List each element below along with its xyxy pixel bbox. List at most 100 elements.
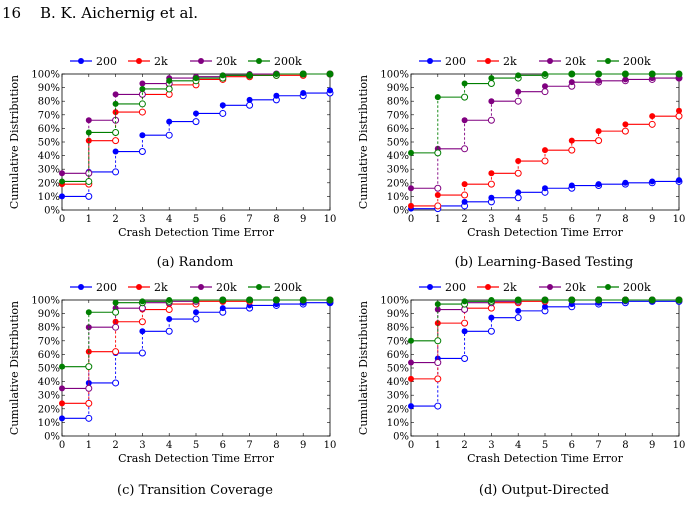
page-header: 16 B. K. Aichernig et al. bbox=[0, 0, 689, 40]
y-tick-label: 70% bbox=[38, 336, 60, 347]
y-tick-label: 60% bbox=[38, 350, 60, 361]
data-point bbox=[59, 385, 65, 392]
x-tick-label: 8 bbox=[273, 214, 279, 225]
legend-marker-200 bbox=[427, 58, 433, 64]
data-point bbox=[300, 297, 307, 303]
running-authors: B. K. Aichernig et al. bbox=[40, 4, 199, 22]
series-200 bbox=[408, 297, 683, 410]
y-tick-label: 70% bbox=[387, 336, 409, 347]
open-point bbox=[192, 315, 200, 323]
x-tick-label: 10 bbox=[324, 440, 337, 451]
open-point bbox=[246, 101, 254, 109]
y-tick-label: 60% bbox=[38, 124, 60, 135]
data-point bbox=[488, 98, 495, 105]
y-tick-label: 80% bbox=[387, 97, 409, 108]
data-point bbox=[166, 297, 173, 303]
open-point bbox=[487, 116, 495, 124]
legend-marker-20k bbox=[547, 284, 553, 290]
x-tick-label: 3 bbox=[488, 440, 494, 451]
legend-marker-2k bbox=[485, 284, 491, 290]
data-point bbox=[461, 117, 468, 124]
open-point bbox=[138, 108, 146, 116]
open-point bbox=[675, 112, 683, 120]
series-20k bbox=[408, 74, 683, 192]
data-point bbox=[139, 85, 146, 92]
chart-random: 0% 10% 20% 30% 40% 50% 60% 70% 80% 90% 100% 0 1 2 3 4 5 6… bbox=[8, 55, 336, 239]
data-point bbox=[193, 297, 199, 303]
data-point bbox=[488, 297, 495, 303]
x-tick-label: 5 bbox=[193, 214, 199, 225]
open-point bbox=[112, 348, 120, 356]
data-point bbox=[595, 77, 602, 84]
caption-learning-based-testing: (b) Learning-Based Testing bbox=[454, 255, 634, 270]
open-point bbox=[461, 145, 469, 153]
y-tick-label: 20% bbox=[387, 178, 409, 189]
open-point bbox=[514, 97, 522, 105]
open-point bbox=[138, 349, 146, 357]
open-point bbox=[648, 120, 656, 128]
x-tick-label: 1 bbox=[435, 440, 441, 451]
open-point bbox=[165, 306, 173, 314]
y-tick-label: 80% bbox=[38, 97, 60, 108]
data-point bbox=[246, 96, 253, 103]
open-point bbox=[541, 157, 549, 165]
data-point bbox=[488, 170, 495, 177]
x-tick-label: 3 bbox=[139, 440, 145, 451]
data-point bbox=[139, 328, 146, 335]
open-point bbox=[112, 168, 120, 176]
data-point bbox=[461, 298, 468, 305]
x-tick-label: 10 bbox=[673, 440, 686, 451]
chart-learning-based-testing: 0% 10% 20% 30% 40% 50% 60% 70% 80% 90% 100% 0 1 2 3 4 5 6… bbox=[357, 55, 685, 239]
chart-transition-coverage: 0% 10% 20% 30% 40% 50% 60% 70% 80% 90% 100% 0 1 2 3 4 5 6… bbox=[8, 281, 337, 465]
data-point bbox=[595, 128, 602, 135]
x-axis-label: Crash Detection Time Error bbox=[118, 226, 274, 239]
x-tick-label: 2 bbox=[461, 440, 467, 451]
legend-label-200k: 200k bbox=[274, 55, 302, 68]
y-tick-label: 0% bbox=[393, 432, 409, 443]
data-point bbox=[461, 198, 468, 205]
legend-label-200: 200 bbox=[96, 55, 117, 68]
data-point bbox=[300, 71, 307, 77]
x-tick-label: 0 bbox=[408, 214, 414, 225]
x-tick-label: 4 bbox=[166, 440, 172, 451]
data-point bbox=[59, 193, 65, 200]
x-tick-label: 4 bbox=[515, 440, 521, 451]
open-point bbox=[487, 327, 495, 335]
open-point bbox=[112, 128, 120, 136]
data-point bbox=[112, 100, 119, 107]
open-point bbox=[434, 375, 442, 383]
open-point bbox=[461, 354, 469, 362]
legend-marker-200k bbox=[605, 58, 611, 64]
y-tick-label: 30% bbox=[387, 391, 409, 402]
data-point bbox=[112, 299, 119, 306]
data-point bbox=[568, 71, 575, 77]
legend-marker-200 bbox=[78, 58, 84, 64]
data-point bbox=[568, 137, 575, 144]
x-tick-label: 2 bbox=[461, 214, 467, 225]
data-point bbox=[273, 92, 280, 99]
y-tick-label: 10% bbox=[38, 418, 60, 429]
data-point bbox=[193, 110, 199, 117]
data-point bbox=[515, 189, 522, 196]
legend-marker-2k bbox=[485, 58, 491, 64]
series-200k bbox=[408, 296, 683, 345]
data-point bbox=[246, 297, 253, 303]
legend-marker-200k bbox=[605, 284, 611, 290]
y-tick-label: 40% bbox=[387, 377, 409, 388]
open-point bbox=[112, 308, 120, 316]
legend-label-200k: 200k bbox=[623, 55, 651, 68]
legend-label-200k: 200k bbox=[623, 281, 651, 294]
data-point bbox=[300, 90, 307, 97]
data-point bbox=[85, 309, 92, 316]
legend-label-2k: 2k bbox=[154, 281, 168, 294]
y-axis-label: Cumulative Distribution bbox=[8, 301, 21, 435]
x-tick-label: 8 bbox=[273, 440, 279, 451]
data-point bbox=[408, 375, 414, 382]
legend-marker-2k bbox=[136, 58, 142, 64]
y-axis-label: Cumulative Distribution bbox=[357, 301, 370, 435]
legend-marker-20k bbox=[198, 284, 204, 290]
y-tick-label: 60% bbox=[387, 124, 409, 135]
x-tick-label: 3 bbox=[139, 214, 145, 225]
legend-label-20k: 20k bbox=[565, 281, 586, 294]
y-axis-label: Cumulative Distribution bbox=[357, 75, 370, 209]
